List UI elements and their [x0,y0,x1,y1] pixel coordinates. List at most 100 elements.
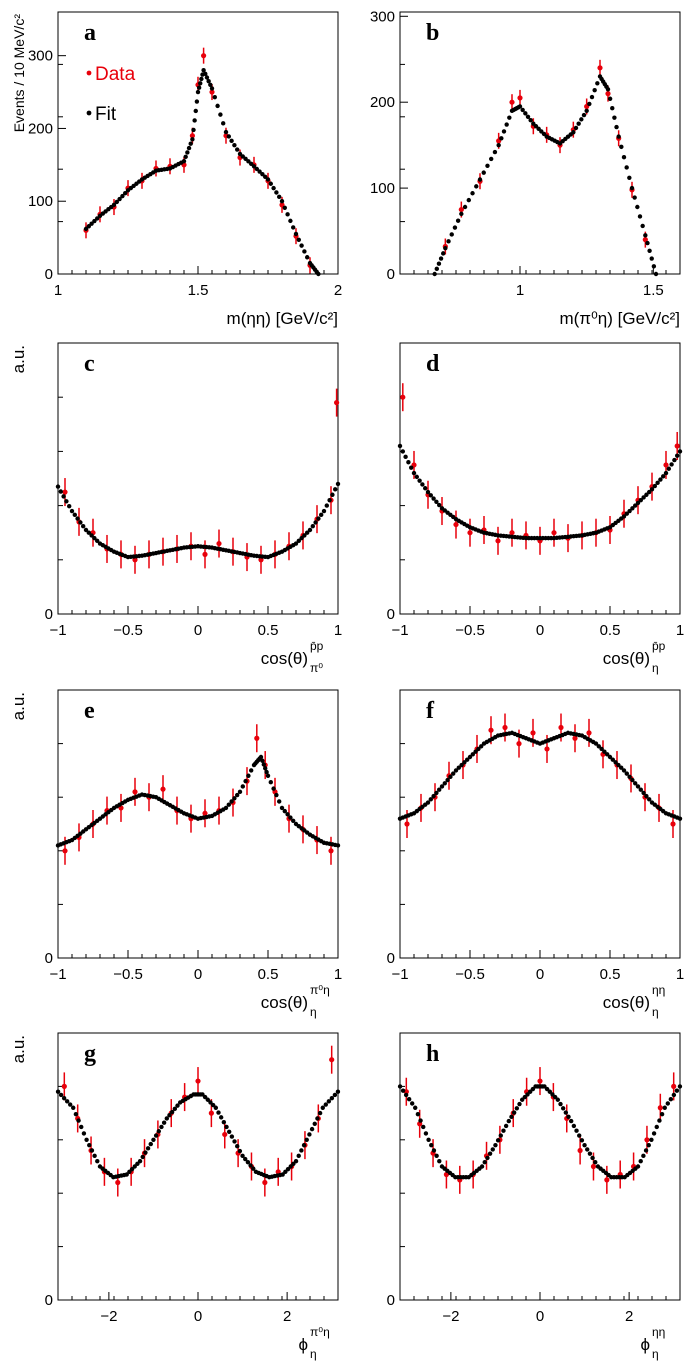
fit-point [466,197,471,203]
fit-point [621,768,627,773]
fit-point [212,94,217,100]
x-tick-label: 1 [676,622,684,639]
fit-point [330,492,335,497]
fit-point [426,1137,431,1143]
fit-point [61,494,66,499]
fit-point [319,512,324,518]
fit-point [467,754,473,760]
fit-point [443,246,448,251]
fit-point [92,1153,97,1159]
fit-point [675,453,680,458]
fit-point [415,1111,421,1117]
fit-point [210,1102,216,1108]
fit-point [624,165,629,170]
x-axis-subscript: η [652,661,659,675]
fit-point [616,762,621,768]
fit-point [397,1084,403,1089]
x-axis-subscript: π⁰ [310,661,323,675]
data-point [334,400,340,406]
fit-point [428,797,433,802]
fit-point [127,1169,132,1175]
fit-point [668,1097,674,1102]
fit-point [159,1124,164,1130]
y-tick-label: 0 [387,606,395,623]
fit-point [517,1101,522,1107]
fit-point [584,108,589,113]
fit-point [226,802,231,807]
data-point [644,1137,650,1143]
fit-point [169,1109,175,1115]
fit-point [577,1133,582,1138]
fit-point [268,181,273,186]
x-axis-superscript: ηη [652,983,665,997]
fit-point [429,1142,434,1148]
fit-point [627,508,632,514]
fit-point [633,781,638,786]
fit-point [258,754,264,760]
y-tick-label: 300 [370,8,395,25]
x-tick-label: −1 [391,966,408,983]
fit-point [291,225,296,230]
fit-point [506,1118,512,1124]
data-point [216,540,222,547]
fit-point [573,125,579,131]
fit-point [446,239,451,244]
fit-point [153,1133,159,1138]
fit-point [55,484,61,489]
x-axis-title: m(π⁰η) [GeV/c²] [559,309,680,328]
x-tick-label: 1 [54,282,62,299]
fit-point [307,527,313,533]
fit-point [420,482,425,487]
x-tick-label: 1 [334,622,342,639]
data-point [115,1179,121,1186]
fit-point [662,1105,667,1110]
fit-point [185,150,190,155]
fit-point [677,816,683,821]
fit-point [581,112,587,118]
fit-point [638,1158,643,1164]
fit-point [445,777,450,783]
fit-point [409,465,414,470]
fit-point [293,231,299,237]
panel-letter: b [426,20,439,46]
fit-point [188,141,193,146]
x-axis-title: cos(θ) [261,649,308,668]
fit-point [299,1148,304,1153]
fit-point [525,1092,530,1097]
y-axis-title: Events / 10 MeV/c² [11,14,27,133]
fit-point [79,1124,84,1130]
fit-point [235,792,240,798]
fit-point [627,175,632,180]
fit-point [265,177,271,182]
data-point [488,727,494,733]
x-axis-subscript: η [652,1005,659,1019]
fit-point [175,1103,180,1108]
fit-point [566,1114,571,1120]
fit-point [198,81,203,86]
fit-point [218,1115,224,1120]
x-axis-subscript: η [310,1005,317,1019]
x-tick-label: −0.5 [455,966,485,983]
fit-point [456,765,461,770]
fit-point [226,1129,232,1134]
data-point [458,206,464,213]
fit-point [92,218,97,224]
fit-point [161,1120,167,1125]
data-point [201,53,207,59]
fit-point [453,768,459,773]
y-tick-label: 0 [387,266,395,283]
fit-point [312,1121,317,1126]
data-point [577,1147,583,1154]
fit-point [605,87,611,92]
fit-point [69,508,75,514]
fit-point [406,1097,412,1102]
fit-point [145,1146,151,1151]
fit-point [644,492,649,497]
fit-point [507,115,512,120]
fit-point [296,538,301,544]
fit-point [264,769,269,775]
fit-point [156,1129,161,1134]
fit-point [479,744,484,749]
fit-point [677,449,683,454]
data-point [544,746,550,752]
